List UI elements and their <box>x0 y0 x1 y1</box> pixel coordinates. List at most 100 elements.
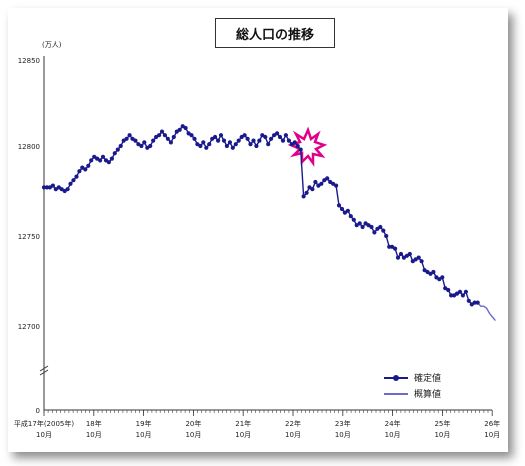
data-point-confirmed <box>263 134 268 140</box>
data-point-confirmed <box>248 142 253 147</box>
data-point-confirmed <box>254 143 259 149</box>
data-point-confirmed <box>124 136 129 141</box>
data-point-confirmed <box>41 185 47 190</box>
x-tick-label-month: 10月 <box>36 431 52 439</box>
data-point-confirmed <box>257 138 262 143</box>
data-point-confirmed <box>301 194 306 199</box>
data-point-confirmed <box>151 138 156 143</box>
data-point-confirmed <box>351 217 356 222</box>
data-point-confirmed <box>201 140 206 145</box>
data-point-confirmed <box>251 138 256 143</box>
data-point-confirmed <box>216 138 221 143</box>
data-point-confirmed <box>295 143 300 149</box>
data-point-confirmed <box>204 145 209 150</box>
data-point-confirmed <box>106 160 111 165</box>
data-point-confirmed <box>148 143 153 149</box>
data-point-confirmed <box>127 133 132 138</box>
data-point-confirmed <box>460 293 465 298</box>
x-tick-label-year: 18年 <box>86 419 102 428</box>
data-point-confirmed <box>463 289 468 294</box>
data-point-confirmed <box>68 181 73 186</box>
x-tick-labels: 平成17年(2005年) 10月 18年 10月 19年 10月 20年 10月 21年 10月 2… <box>14 410 500 439</box>
x-tick-label-year: 平成17年(2005年) <box>14 419 74 428</box>
data-point-confirmed <box>159 129 165 134</box>
x-tick-label-month: 10月 <box>235 431 251 439</box>
data-point-confirmed <box>118 143 123 149</box>
data-point-confirmed <box>345 208 350 213</box>
data-point-confirmed <box>339 206 345 212</box>
x-tick-label-year: 21年 <box>235 419 251 428</box>
data-point-confirmed <box>177 127 182 132</box>
data-point-confirmed <box>162 133 167 138</box>
data-point-confirmed <box>269 136 274 141</box>
data-point-confirmed <box>83 167 88 172</box>
data-point-confirmed <box>86 163 91 168</box>
chart-frame <box>8 8 508 452</box>
data-point-confirmed <box>98 158 103 163</box>
data-point-confirmed <box>440 275 445 280</box>
x-tick-label-month: 10月 <box>86 431 102 439</box>
x-tick-label-year: 26年 <box>484 419 500 428</box>
x-tick-label-month: 10月 <box>484 431 500 439</box>
data-point-confirmed <box>310 187 315 192</box>
data-point-confirmed <box>77 169 82 174</box>
legend: 確定値 概算値 <box>384 372 441 400</box>
data-point-confirmed <box>189 133 194 138</box>
data-point-confirmed <box>319 181 324 186</box>
data-point-confirmed <box>171 134 176 140</box>
data-point-confirmed <box>112 151 117 156</box>
data-point-confirmed <box>466 298 471 303</box>
data-point-confirmed <box>245 136 250 141</box>
data-point-confirmed <box>168 140 173 145</box>
data-point-confirmed <box>230 145 235 150</box>
data-point-confirmed <box>372 230 377 235</box>
data-point-confirmed <box>192 136 197 141</box>
data-point-confirmed <box>233 142 238 147</box>
data-point-confirmed <box>207 142 212 147</box>
data-point-confirmed <box>142 140 147 145</box>
data-point-confirmed <box>280 138 286 143</box>
x-tick-label-year: 22年 <box>285 419 301 428</box>
data-point-confirmed <box>165 136 170 141</box>
data-point-confirmed <box>183 125 188 131</box>
legend-estimate-label: 概算値 <box>414 388 441 400</box>
axis-break-mark <box>39 365 49 376</box>
data-point-confirmed <box>419 259 424 264</box>
series-line-confirmed <box>44 125 478 306</box>
y-tick-label-0: 0 <box>36 407 40 415</box>
data-point-confirmed <box>457 289 463 294</box>
x-tick-label-year: 25年 <box>434 419 450 428</box>
data-point-confirmed <box>74 174 79 179</box>
legend-confirmed-label: 確定値 <box>414 372 441 384</box>
data-point-confirmed <box>50 183 56 188</box>
data-point-confirmed <box>115 147 120 152</box>
x-tick-label-month: 10月 <box>335 431 351 439</box>
data-point-confirmed <box>227 140 232 145</box>
data-point-confirmed <box>416 255 421 260</box>
x-tick-label-year: 19年 <box>136 419 152 428</box>
data-point-confirmed <box>89 158 94 163</box>
data-point-confirmed <box>275 131 280 136</box>
chart-title: 総人口の推移 <box>215 18 335 48</box>
data-point-confirmed <box>266 142 271 147</box>
data-point-confirmed <box>218 133 224 138</box>
x-tick-label-month: 10月 <box>136 431 152 439</box>
data-point-confirmed <box>449 293 454 298</box>
x-tick-label-year: 23年 <box>335 419 351 428</box>
data-point-confirmed <box>431 269 436 275</box>
data-point-confirmed <box>277 134 283 140</box>
data-point-confirmed <box>384 233 389 239</box>
y-tick-label-12800: 12800 <box>18 143 40 151</box>
series-layer <box>41 124 496 322</box>
y-tick-label-12700: 12700 <box>18 323 40 331</box>
data-point-confirmed <box>298 147 303 152</box>
x-tick-label-year: 20年 <box>185 419 201 428</box>
data-point-confirmed <box>157 133 162 138</box>
x-tick-label-month: 10月 <box>285 431 301 439</box>
unit-label: (万人) <box>42 41 62 49</box>
y-tick-label-12750: 12750 <box>18 233 40 241</box>
burst-marker <box>287 126 328 167</box>
data-point-confirmed <box>369 224 374 230</box>
data-point-confirmed <box>133 138 138 143</box>
data-point-confirmed <box>283 133 288 138</box>
